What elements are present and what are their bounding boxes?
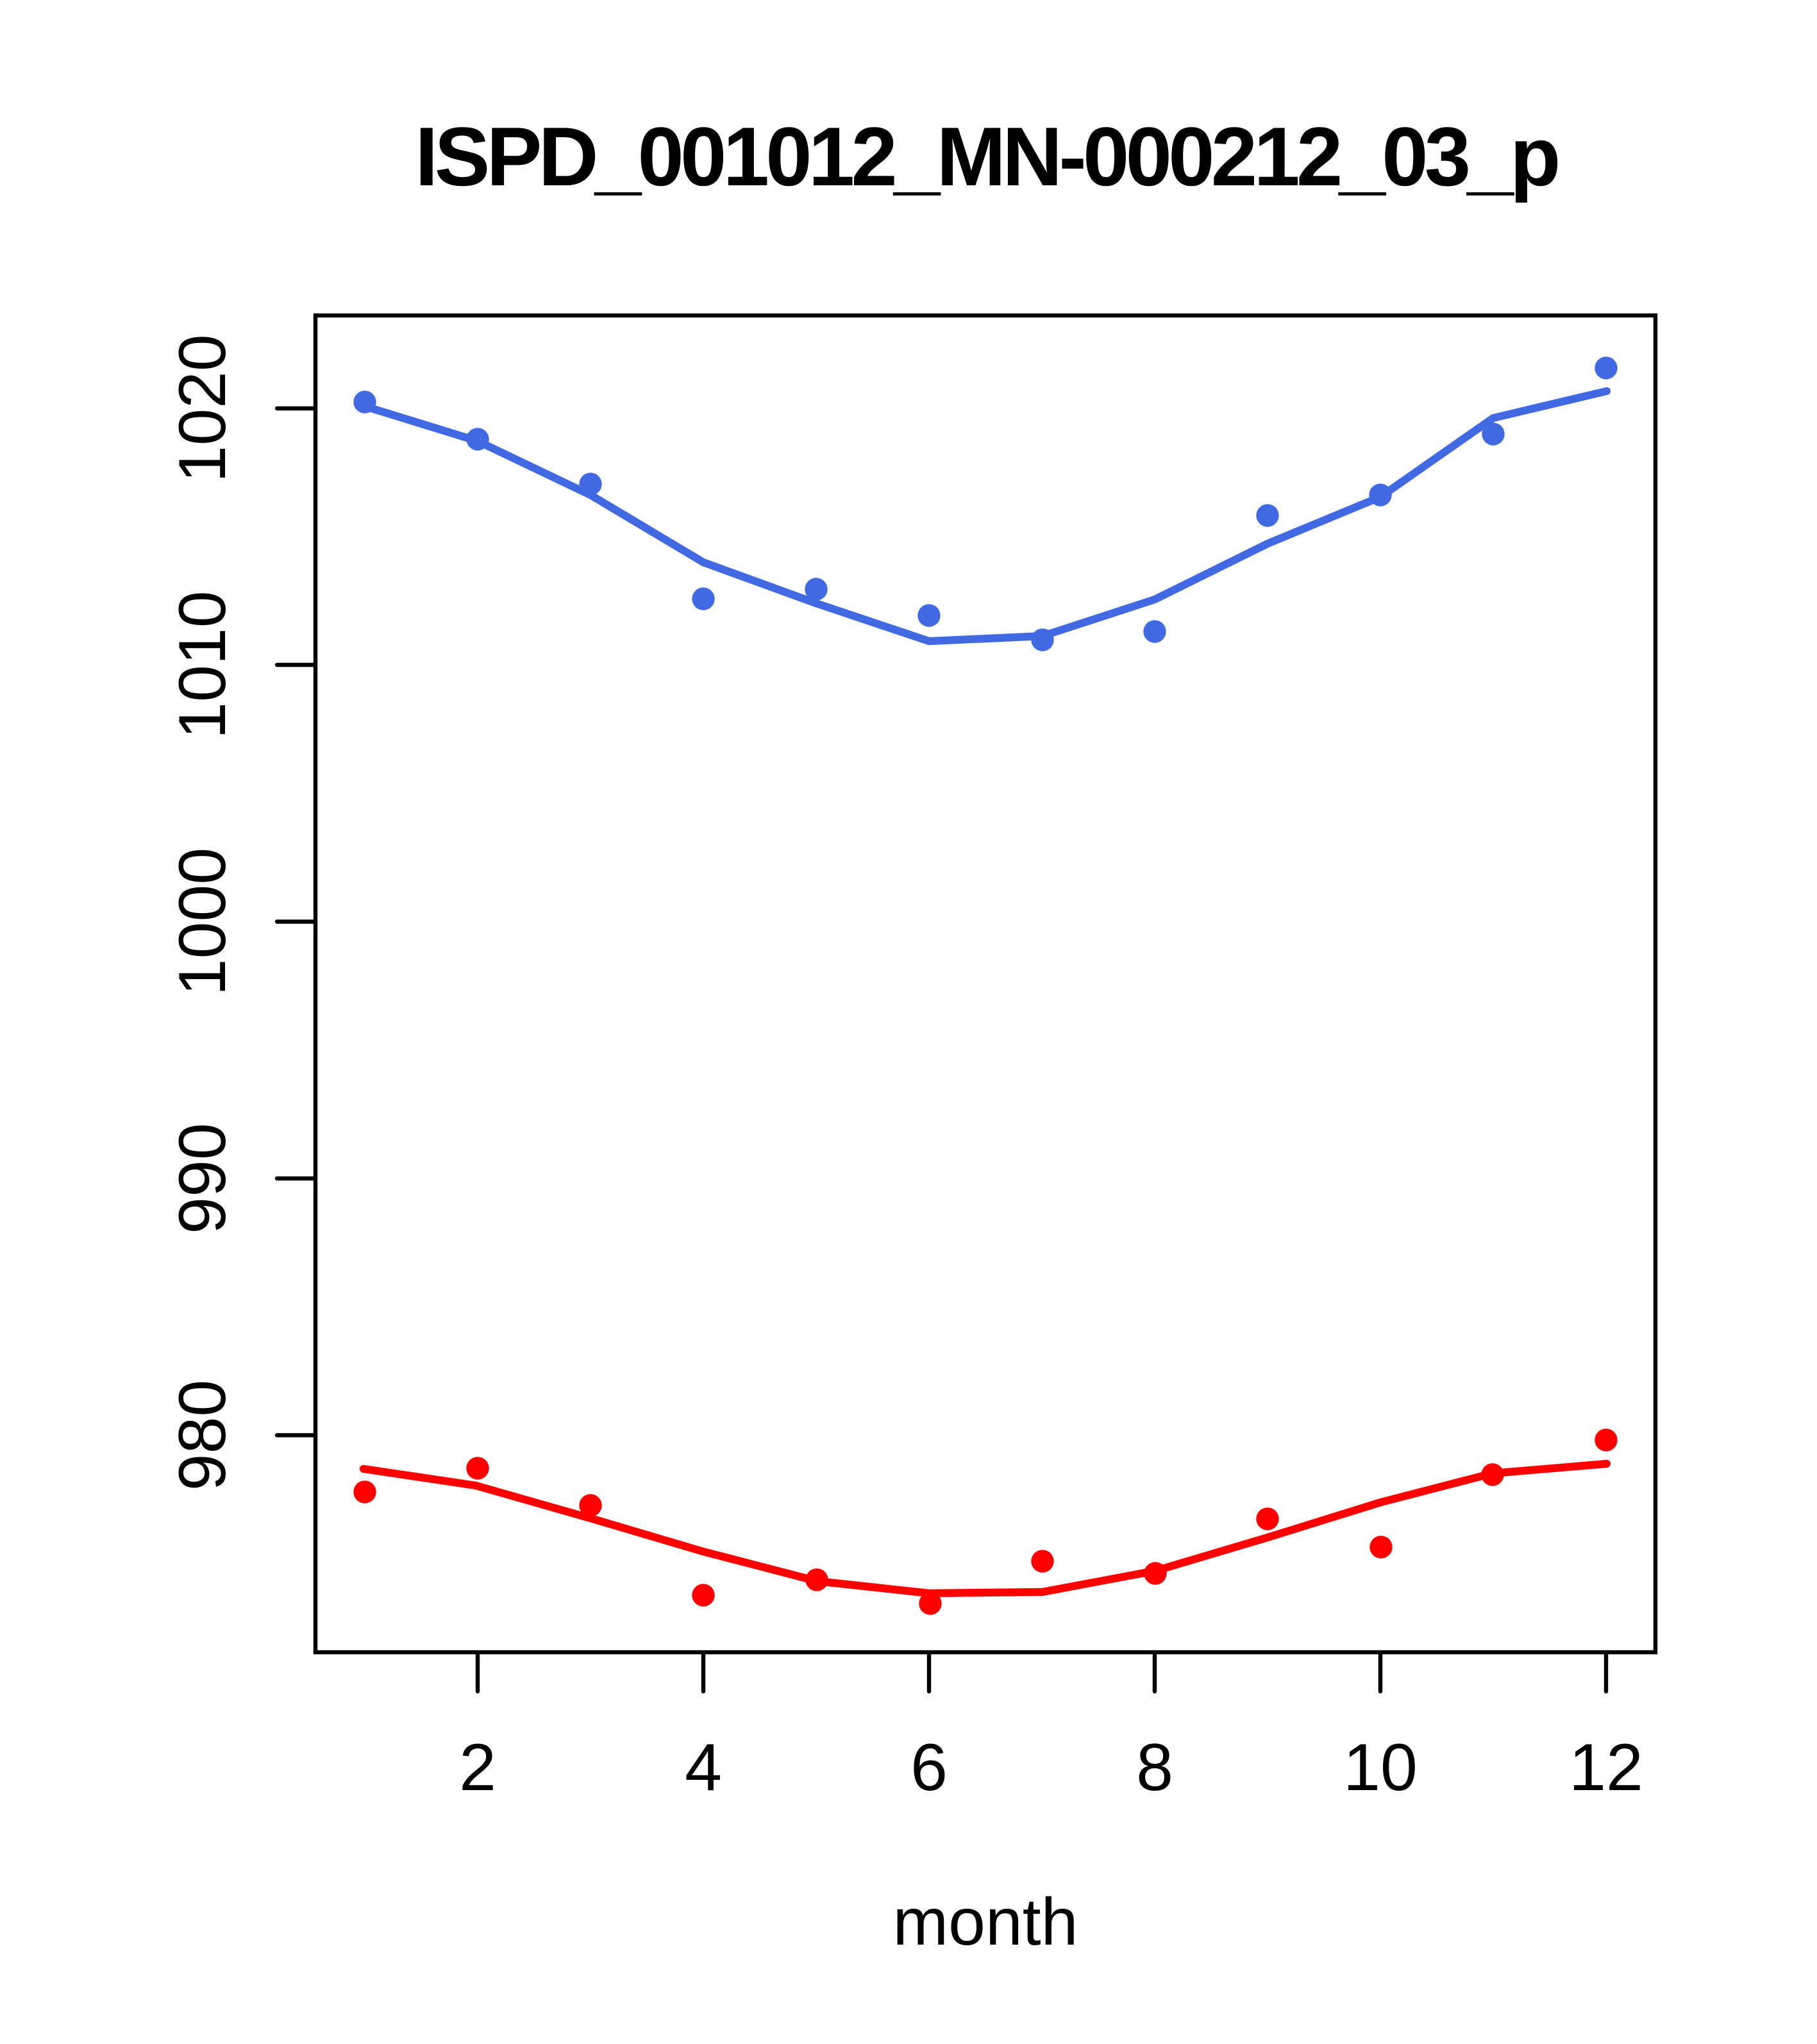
svg-text:980: 980	[165, 1380, 240, 1491]
svg-text:ISPD_001012_MN-000212_03_p: ISPD_001012_MN-000212_03_p	[415, 110, 1558, 203]
svg-text:month: month	[892, 1885, 1078, 1959]
svg-text:1000: 1000	[165, 848, 240, 996]
svg-text:1020: 1020	[165, 334, 240, 482]
svg-text:12: 12	[1569, 1730, 1643, 1805]
svg-text:990: 990	[165, 1123, 240, 1234]
svg-text:8: 8	[1136, 1730, 1173, 1805]
svg-text:1010: 1010	[165, 591, 240, 739]
svg-text:6: 6	[910, 1730, 948, 1805]
svg-text:2: 2	[459, 1730, 496, 1805]
svg-text:10: 10	[1343, 1730, 1418, 1805]
svg-text:4: 4	[685, 1730, 722, 1805]
